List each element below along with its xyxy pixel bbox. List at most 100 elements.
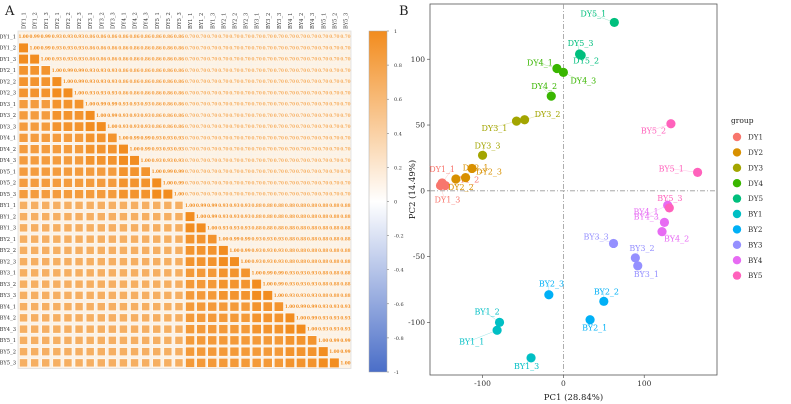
correlation-square	[63, 234, 73, 244]
correlation-square	[130, 223, 139, 233]
correlation-square	[196, 290, 206, 301]
correlation-square	[18, 110, 29, 121]
column-label: BY1_3	[210, 13, 216, 29]
correlation-square	[41, 133, 51, 143]
correlation-value: 0.93	[63, 45, 73, 50]
correlation-value: 0.70	[274, 79, 284, 84]
correlation-square	[74, 189, 84, 199]
correlation-square	[262, 312, 273, 323]
correlation-square	[163, 347, 173, 356]
correlation-value: 0.70	[263, 102, 273, 107]
correlation-square	[74, 324, 84, 334]
colorbar-tick-label: 0.8	[394, 63, 402, 69]
correlation-value: 0.70	[340, 34, 350, 39]
correlation-square	[152, 291, 162, 300]
correlation-square	[29, 54, 40, 65]
correlation-value: 0.70	[263, 158, 273, 163]
correlation-value: 0.70	[240, 45, 250, 50]
legend-entry-label: BY5	[748, 271, 763, 280]
correlation-square	[185, 279, 195, 289]
correlation-square	[118, 166, 129, 177]
correlation-square	[85, 268, 95, 278]
row-label: DY1_1	[0, 34, 16, 40]
correlation-value: 1.00	[207, 225, 217, 230]
correlation-square	[218, 279, 229, 290]
point-label: DY2_2	[448, 183, 474, 192]
correlation-value: 0.88	[296, 248, 306, 253]
correlation-square	[218, 245, 229, 256]
legend-entry-label: DY5	[748, 194, 764, 203]
correlation-square	[19, 201, 28, 210]
correlation-square	[85, 121, 96, 132]
correlation-value: 0.70	[218, 68, 228, 73]
correlation-square	[63, 347, 73, 356]
correlation-square	[207, 245, 218, 256]
correlation-value: 0.86	[152, 34, 162, 39]
correlation-square	[185, 335, 195, 346]
row-label: DY3_1	[0, 102, 16, 108]
correlation-square	[152, 279, 162, 289]
correlation-square	[74, 155, 84, 166]
correlation-value: 0.93	[52, 34, 62, 39]
column-label: DY3_1	[88, 12, 94, 29]
correlation-value: 0.86	[174, 45, 184, 50]
correlation-value: 0.86	[152, 45, 162, 50]
correlation-value: 0.70	[229, 192, 239, 197]
correlation-square	[96, 144, 107, 155]
column-label: DY3_2	[99, 12, 105, 29]
data-point	[664, 203, 674, 213]
correlation-value: 0.86	[152, 102, 162, 107]
correlation-value: 0.86	[163, 34, 173, 39]
correlation-value: 0.70	[185, 180, 195, 185]
legend-entry-label: DY4	[748, 179, 764, 188]
column-label: DY2_1	[55, 12, 61, 29]
correlation-value: 0.70	[274, 169, 284, 174]
correlation-square	[63, 201, 73, 210]
correlation-value: 0.70	[240, 102, 250, 107]
correlation-value: 0.88	[329, 293, 339, 298]
correlation-value: 1.00	[274, 293, 284, 298]
row-label: BY4_2	[0, 316, 16, 322]
correlation-square	[174, 223, 184, 233]
correlation-value: 0.70	[229, 79, 239, 84]
correlation-square	[41, 189, 51, 199]
correlation-square	[185, 290, 195, 301]
correlation-square	[40, 87, 51, 98]
correlation-value: 0.70	[185, 192, 195, 197]
correlation-square	[96, 132, 107, 143]
correlation-value: 0.70	[240, 124, 250, 129]
correlation-square	[18, 99, 29, 109]
row-label: DY3_2	[0, 113, 16, 119]
correlation-value: 0.70	[274, 57, 284, 62]
correlation-square	[130, 279, 139, 289]
correlation-square	[74, 99, 84, 110]
point-label: BY5_2	[641, 127, 666, 136]
correlation-value: 0.70	[296, 79, 306, 84]
correlation-square	[52, 268, 62, 278]
correlation-square	[151, 189, 162, 200]
column-label: BY3_2	[266, 13, 272, 29]
correlation-square	[96, 246, 106, 255]
correlation-square	[196, 234, 207, 245]
correlation-value: 0.70	[340, 158, 350, 163]
colorbar-tick-label: 0.4	[394, 131, 402, 137]
correlation-square	[207, 279, 218, 289]
correlation-square	[52, 302, 62, 311]
correlation-value: 0.88	[274, 225, 284, 230]
correlation-square	[108, 336, 117, 345]
correlation-value: 0.70	[196, 113, 206, 118]
x-tick-label: 0	[561, 379, 566, 388]
correlation-square	[63, 99, 73, 110]
correlation-value: 0.70	[318, 45, 328, 50]
correlation-square	[41, 347, 51, 356]
correlation-square	[140, 177, 151, 188]
correlation-square	[41, 212, 51, 221]
correlation-square	[284, 312, 295, 323]
correlation-value: 0.93	[229, 203, 239, 208]
correlation-square	[152, 212, 162, 221]
correlation-value: 0.70	[263, 113, 273, 118]
row-label: BY1_3	[0, 226, 16, 232]
correlation-value: 0.70	[307, 57, 317, 62]
correlation-value: 0.70	[252, 113, 262, 118]
correlation-value: 1.00	[41, 57, 51, 62]
